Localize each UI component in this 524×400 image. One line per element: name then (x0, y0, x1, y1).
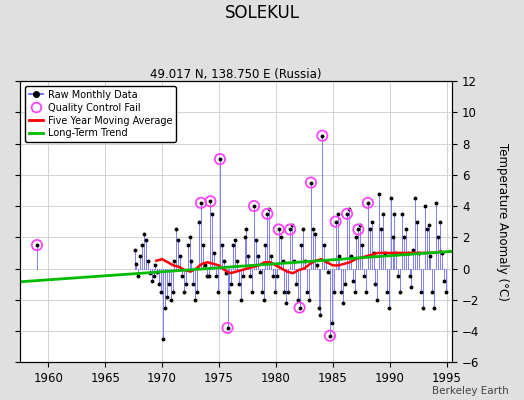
Point (223, 325, 232, 331)
Point (343, 211, 351, 217)
Point (364, 200, 372, 206)
Y-axis label: Temperature Anomaly (°C): Temperature Anomaly (°C) (496, 143, 509, 300)
Point (331, 218, 340, 225)
Point (250, 203, 258, 209)
Point (206, 198, 215, 204)
Point (286, 226, 294, 233)
Text: Berkeley Earth: Berkeley Earth (432, 386, 508, 396)
Point (263, 211, 271, 217)
Text: SOLEKUL: SOLEKUL (224, 4, 300, 22)
Point (307, 179, 315, 186)
Point (318, 132, 326, 139)
Title: 49.017 N, 138.750 E (Russia): 49.017 N, 138.750 E (Russia) (150, 68, 322, 81)
Point (197, 200, 205, 206)
Point (275, 226, 283, 233)
Point (32, 242, 41, 248)
Legend: Raw Monthly Data, Quality Control Fail, Five Year Moving Average, Long-Term Tren: Raw Monthly Data, Quality Control Fail, … (25, 86, 177, 142)
Point (216, 156, 224, 162)
Point (326, 332, 334, 339)
Point (354, 226, 363, 233)
Point (296, 304, 304, 311)
